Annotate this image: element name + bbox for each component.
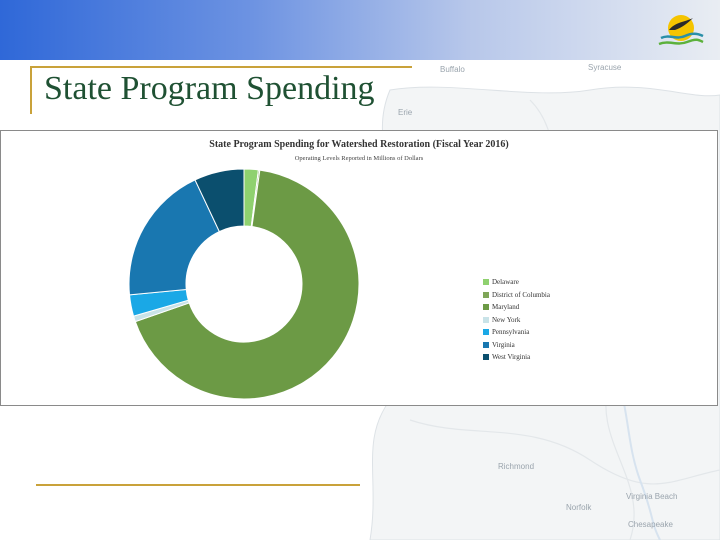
map-label: Chesapeake	[628, 520, 673, 529]
bay-sun-logo	[658, 15, 704, 46]
donut-slice-west-virginia	[194, 168, 245, 233]
chart-title: State Program Spending for Watershed Res…	[209, 139, 509, 150]
legend-item: Maryland	[483, 301, 550, 314]
title-bracket	[30, 66, 412, 114]
legend-item: New York	[483, 314, 550, 327]
legend-swatch	[483, 304, 489, 311]
legend-swatch	[483, 291, 489, 298]
legend-swatch	[483, 316, 489, 323]
map-label: Erie	[398, 108, 413, 117]
bottom-rule	[36, 484, 360, 486]
legend-label: West Virginia	[492, 353, 531, 362]
legend-item: Pennsylvania	[483, 326, 550, 339]
legend-item: Virginia	[483, 339, 550, 352]
legend-swatch	[483, 341, 489, 348]
legend-label: Pennsylvania	[492, 328, 530, 337]
chart-legend: Delaware District of Columbia Maryland New …	[483, 276, 550, 364]
chart-subtitle: Operating Levels Reported in Millions of…	[294, 155, 424, 162]
header-gradient-bar	[0, 0, 720, 60]
legend-swatch	[483, 354, 489, 361]
legend-item: Delaware	[483, 276, 550, 289]
legend-item: West Virginia	[483, 351, 550, 364]
legend-swatch	[483, 279, 489, 286]
legend-label: Maryland	[492, 303, 520, 312]
map-label: Syracuse	[588, 63, 622, 72]
donut-chart	[128, 168, 360, 400]
legend-label: Delaware	[492, 278, 519, 287]
legend-label: District of Columbia	[492, 290, 550, 299]
slide-title: State Program Spending	[44, 70, 375, 107]
map-label: Norfolk	[566, 503, 592, 512]
map-label: Buffalo	[440, 65, 465, 74]
map-label: Virginia Beach	[626, 492, 678, 501]
legend-swatch	[483, 329, 489, 336]
legend-label: New York	[492, 315, 521, 324]
legend-label: Virginia	[492, 340, 515, 349]
donut-slice-maryland	[134, 169, 360, 400]
legend-item: District of Columbia	[483, 289, 550, 302]
chart-panel: State Program Spending for Watershed Res…	[0, 130, 718, 406]
map-label: Richmond	[498, 462, 535, 471]
